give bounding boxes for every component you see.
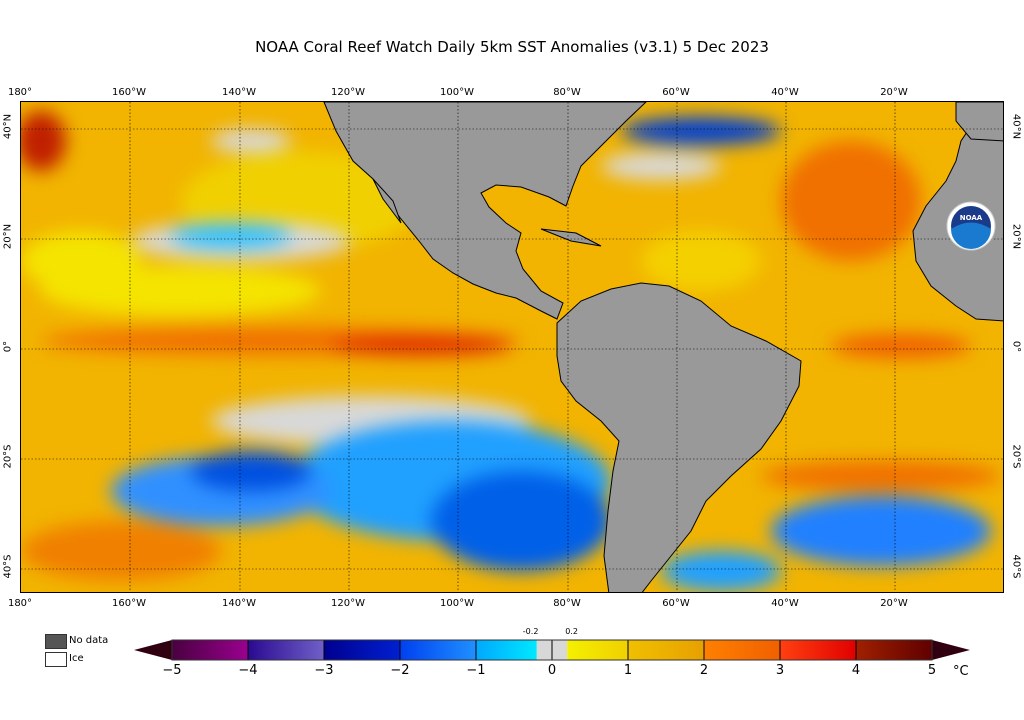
longitude-label: 20°W	[880, 87, 908, 98]
longitude-label: 40°W	[771, 87, 799, 98]
svg-text:NOAA: NOAA	[960, 214, 983, 222]
sst-anomaly-map: NOAA	[20, 101, 1004, 593]
no-data-label: No data	[69, 635, 109, 646]
colorbar-minor-label: -0.2	[522, 627, 539, 636]
colorbar-tick-label: −3	[314, 663, 334, 678]
colorbar-segment	[172, 640, 248, 660]
longitude-label: 80°W	[553, 598, 581, 609]
south-america	[556, 282, 802, 592]
longitude-label: 140°W	[222, 598, 256, 609]
colorbar-under-arrow	[134, 640, 172, 660]
graticule	[21, 102, 1003, 592]
colorbar-tick-label: 3	[775, 663, 785, 678]
longitude-label: 120°W	[331, 598, 365, 609]
colorbar-over-arrow	[932, 640, 970, 660]
colorbar-tick-label: −1	[466, 663, 486, 678]
colorbar-frame	[171, 639, 933, 661]
colorbar-segment	[476, 640, 537, 660]
north-america	[323, 102, 647, 320]
longitude-label: 20°W	[880, 598, 908, 609]
colorbar-unit: °C	[953, 664, 969, 679]
colorbar-tick-label: 5	[927, 663, 937, 678]
longitude-label: 160°W	[112, 87, 146, 98]
colorbar-segment	[324, 640, 400, 660]
colorbar-segment	[567, 640, 628, 660]
baja-california	[372, 178, 402, 224]
colorbar-tick-label: 2	[699, 663, 709, 678]
colorbar-tick-label: 0	[547, 663, 557, 678]
europe	[955, 102, 1003, 142]
colorbar-segment	[248, 640, 324, 660]
colorbar-segment	[780, 640, 856, 660]
colorbar-tick-label: −4	[238, 663, 258, 678]
colorbar-minor-label: 0.2	[565, 627, 578, 636]
land	[323, 102, 1003, 592]
longitude-label: 80°W	[553, 87, 581, 98]
longitude-label: 180°	[7, 87, 33, 98]
colorbar-tick-label: −2	[390, 663, 410, 678]
colorbar-segment	[856, 640, 932, 660]
longitude-label: 140°W	[222, 87, 256, 98]
longitude-label: 100°W	[440, 598, 474, 609]
longitude-label: 40°W	[771, 598, 799, 609]
longitude-label: 60°W	[662, 87, 690, 98]
longitude-label: 60°W	[662, 598, 690, 609]
colorbar-tick-label: 4	[851, 663, 861, 678]
longitude-label: 100°W	[440, 87, 474, 98]
longitude-label: 160°W	[112, 598, 146, 609]
anomaly-patterns	[21, 111, 1001, 591]
map-title: NOAA Coral Reef Watch Daily 5km SST Anom…	[255, 38, 769, 56]
colorbar-segment	[400, 640, 476, 660]
longitude-label: 120°W	[331, 87, 365, 98]
colorbar-segment	[704, 640, 780, 660]
colorbar-segment	[628, 640, 704, 660]
noaa-logo: NOAA	[946, 201, 996, 251]
ice-swatch	[45, 652, 67, 667]
cuba	[540, 228, 602, 247]
ice-label: Ice	[69, 653, 84, 664]
no-data-swatch	[45, 634, 67, 649]
colorbar-tick-label: 1	[623, 663, 633, 678]
colorbar-tick-label: −5	[162, 663, 182, 678]
longitude-label: 180°	[7, 598, 33, 609]
